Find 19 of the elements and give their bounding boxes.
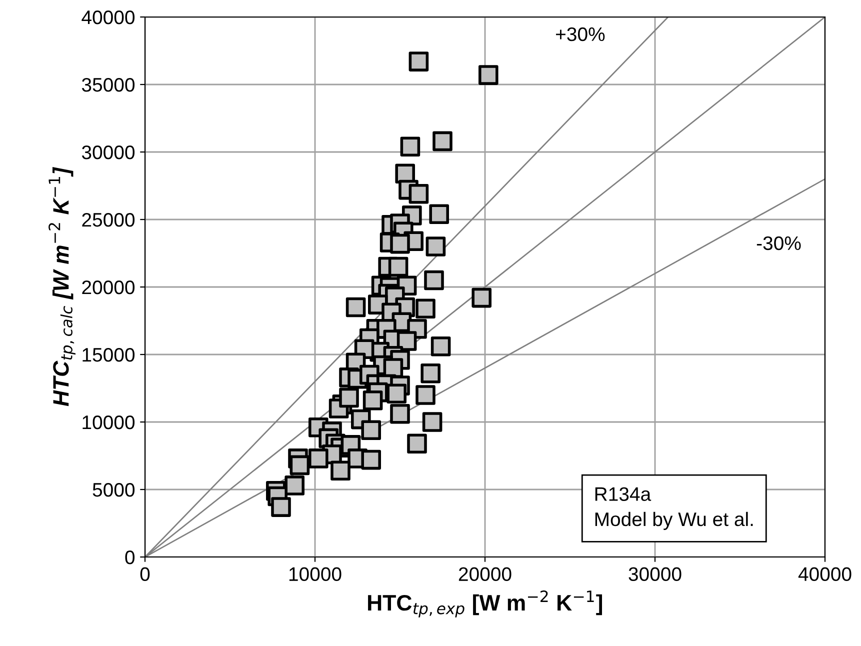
x-tick-label: 40000 [798,567,852,582]
x-axis-title: HTC$_{tp,exp}$ [W m$^{−2}$ K$^{−1}$] [368,590,602,618]
x-tick-label: 0 [140,567,150,582]
y-tick-label: 10000 [82,415,135,430]
x-tick-label: 20000 [458,567,512,582]
y-axis-title: HTC$_{tp,calc}$ [W m$^{−2}$ K$^{−1}$] [48,166,76,406]
y-tick-label: 0 [125,550,135,564]
y-tick-label: 30000 [82,145,135,160]
y-tick-label: 25000 [82,212,135,227]
x-tick-label: 30000 [628,567,682,582]
y-tick-label: 20000 [82,280,135,294]
annotation: +30% [556,27,605,42]
y-tick-label: 35000 [82,78,135,92]
y-tick-label: 40000 [82,10,135,24]
y-tick-label: 15000 [82,348,135,362]
y-tick-label: 5000 [92,482,135,497]
annotation: -30% [756,236,801,250]
annotation: R134a Model by Wu et al. [595,487,753,530]
x-tick-label: 10000 [289,567,342,582]
